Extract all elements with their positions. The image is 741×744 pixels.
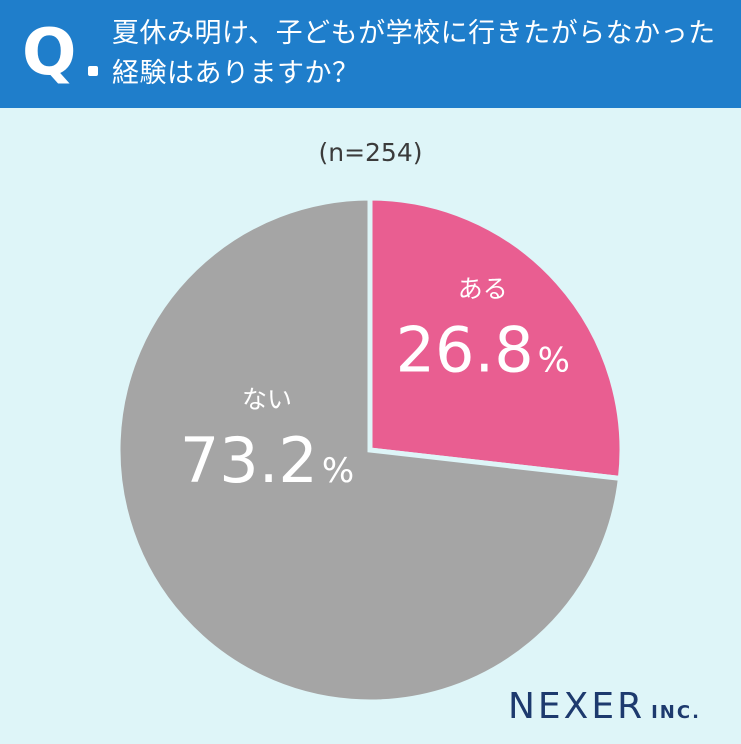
question-header: Q 夏休み明け、子どもが学校に行きたがらなかった 経験はありますか？ [0,0,741,108]
question-line-2: 経験はありますか？ [112,58,360,89]
slice-label-1: ある [458,274,508,303]
question-line-1: 夏休み明け、子どもが学校に行きたがらなかった [112,18,716,49]
q-mark: Q [22,16,77,90]
pie-slice-1 [367,195,625,482]
pie-slice-2 [115,195,624,705]
brand-suffix: INC. [651,702,701,723]
slice-label-2: ない [242,385,292,414]
question-text: 夏休み明け、子どもが学校に行きたがらなかった 経験はありますか？ [112,14,722,94]
brand-name: NEXER [508,686,646,727]
sample-size-label: (n=254) [318,138,423,167]
nexer-logo: NEXER INC. [508,686,701,727]
slice-value-2: 73.2% [180,424,354,497]
q-dot [88,66,98,76]
slice-value-1: 26.8% [396,313,570,386]
